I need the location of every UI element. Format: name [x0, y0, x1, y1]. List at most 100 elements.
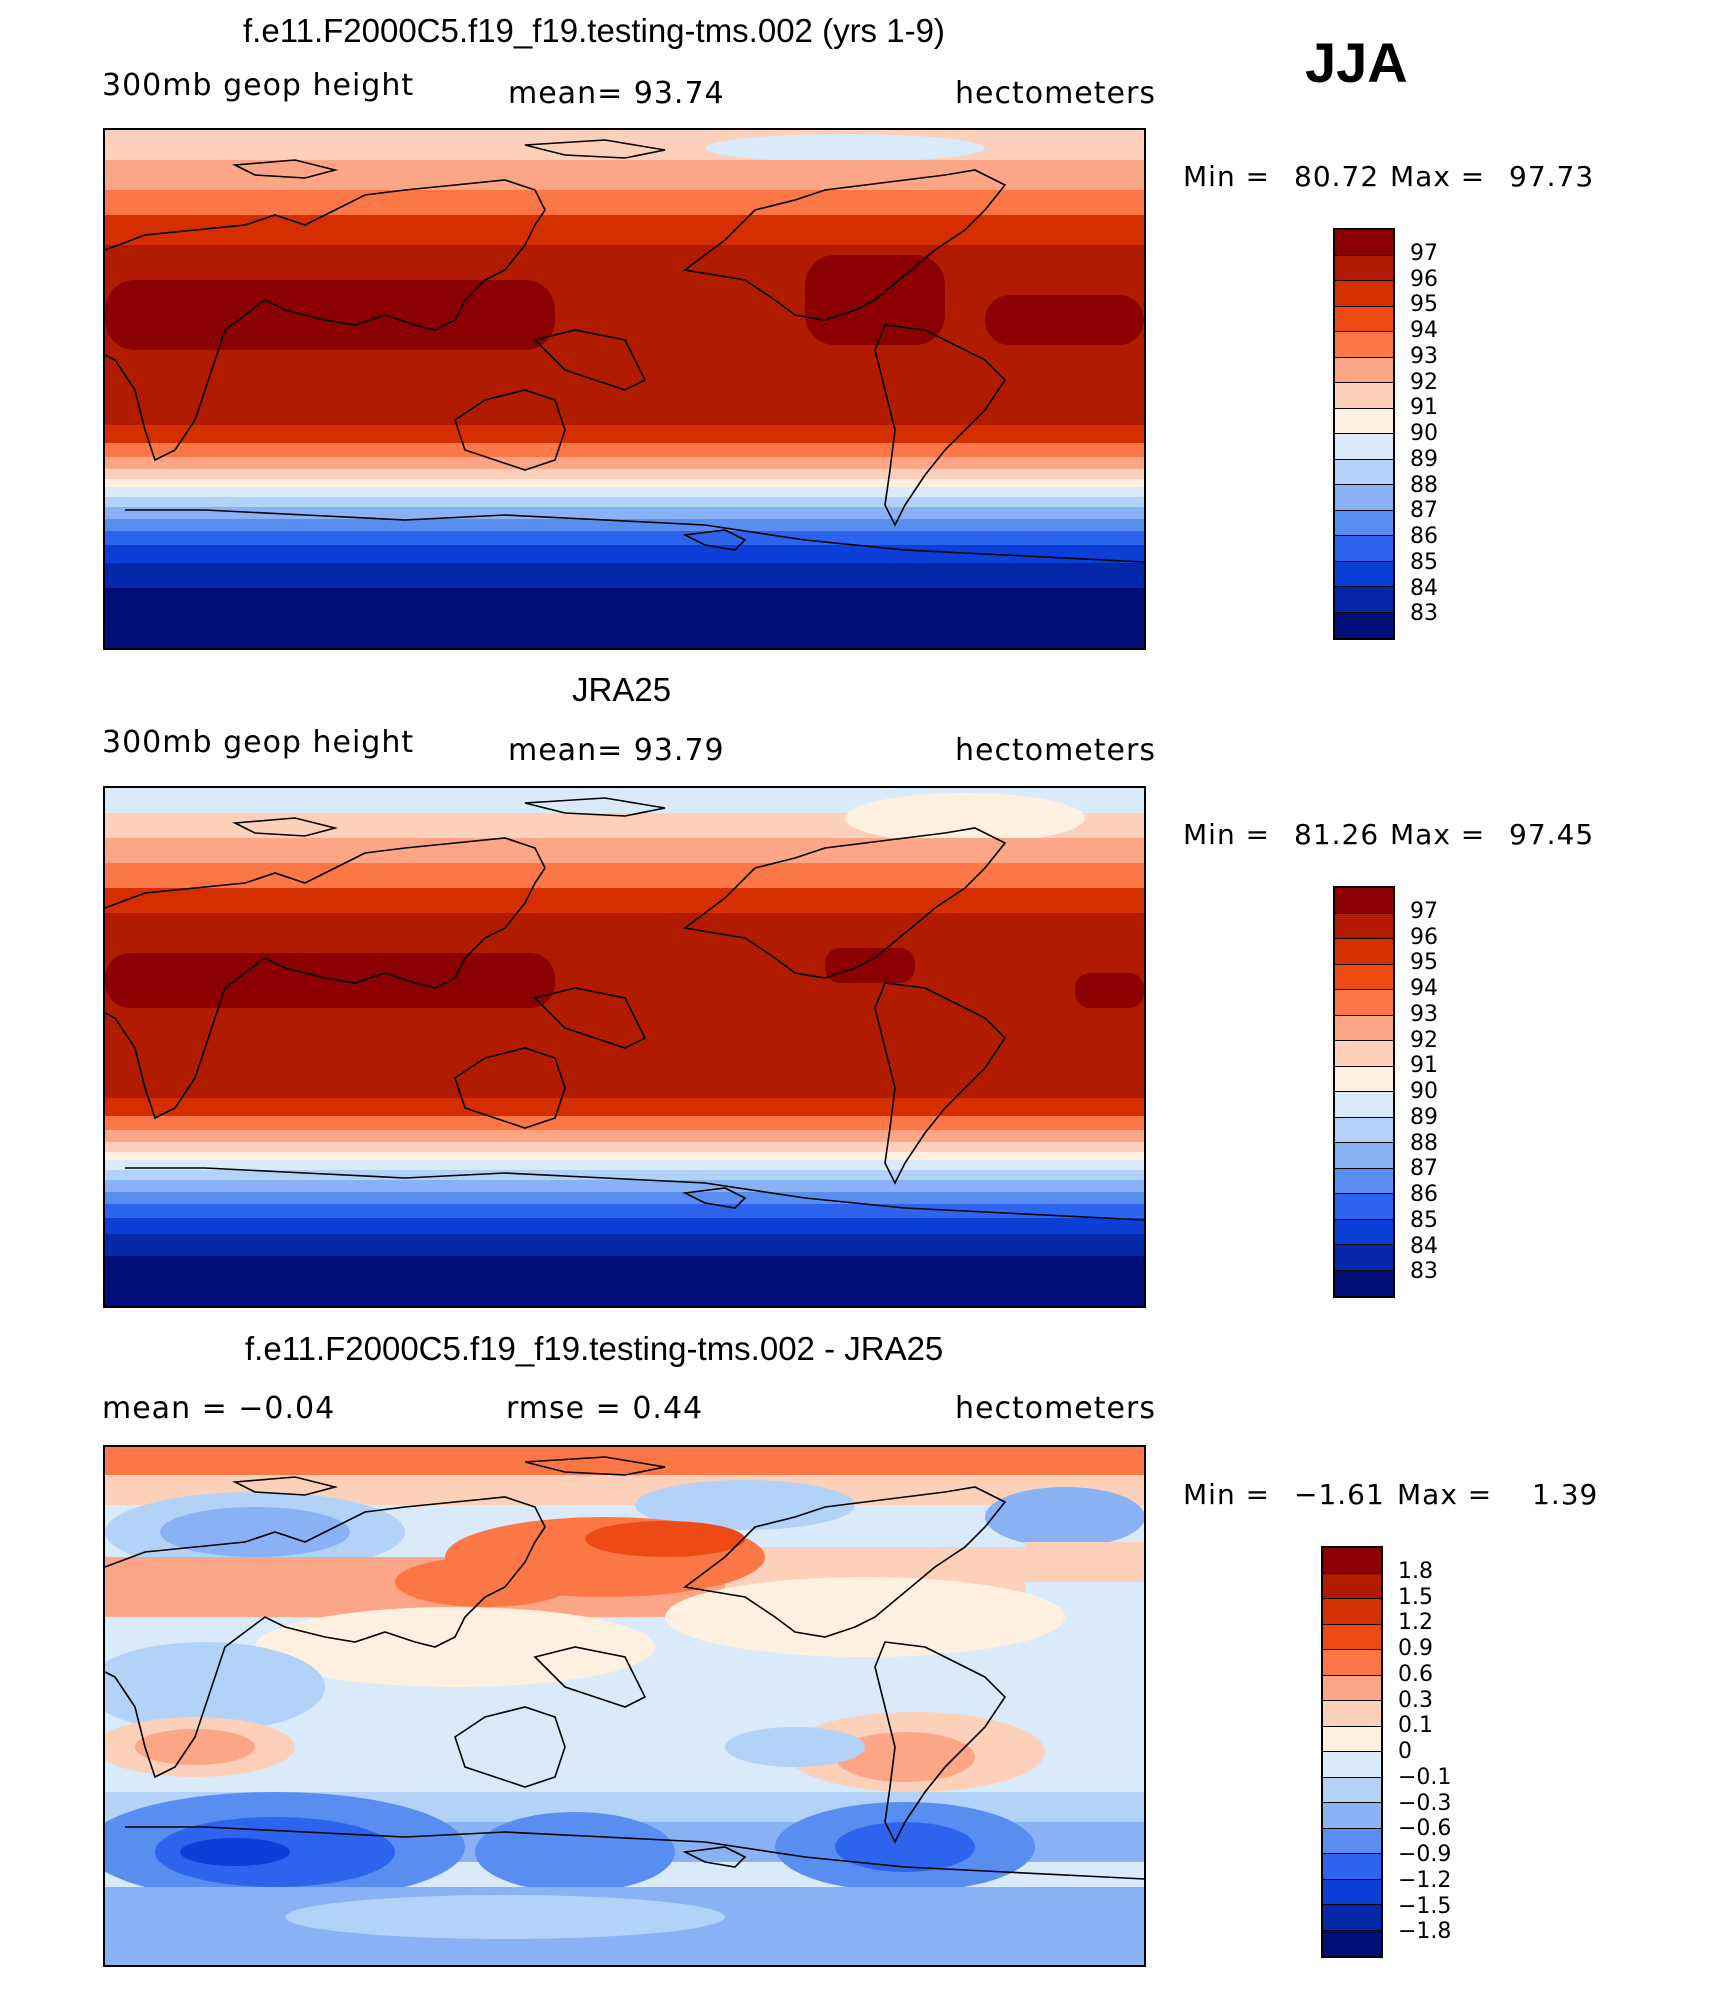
panel-2-mean-label: mean= 93.79: [508, 733, 725, 768]
colorbar-swatch: [1335, 1194, 1393, 1220]
panel-3-min-value: −1.61: [1294, 1478, 1385, 1511]
panel-1-title: f.e11.F2000C5.f19_f19.testing-tms.002 (y…: [243, 12, 945, 49]
panel-2-max-value: 97.45: [1509, 818, 1595, 851]
colorbar-label: 0.6: [1398, 1661, 1433, 1687]
colorbar-label: 94: [1410, 318, 1438, 343]
colorbar-swatch: [1335, 255, 1393, 281]
colorbar-swatch: [1335, 1168, 1393, 1194]
season-label: JJA: [1305, 31, 1408, 94]
colorbar-label: 91: [1410, 1053, 1438, 1079]
colorbar-swatch: [1323, 1675, 1381, 1701]
colorbar-label: −0.6: [1398, 1816, 1452, 1842]
colorbar-label: 86: [1410, 524, 1438, 549]
colorbar-swatch: [1323, 1777, 1381, 1803]
colorbar-swatch: [1335, 612, 1393, 638]
panel-3-title: f.e11.F2000C5.f19_f19.testing-tms.002 - …: [245, 1330, 944, 1367]
colorbar-swatch: [1323, 1905, 1381, 1931]
panel-1-min-value: 80.72: [1294, 160, 1380, 193]
colorbar-label: −1.2: [1398, 1867, 1452, 1893]
panel-1-max-label: Max =: [1390, 160, 1486, 193]
colorbar-label: 84: [1410, 575, 1438, 601]
panel-2-units-label: hectometers: [955, 733, 1156, 768]
panel-2-variable-label: 300mb geop height: [102, 725, 415, 760]
colorbar-swatch: [1323, 1854, 1381, 1880]
colorbar-label: 91: [1410, 395, 1438, 421]
panel-3-colorbar: [1321, 1546, 1383, 1958]
panel-2-title: JRA25: [572, 671, 672, 708]
colorbar-label: 0: [1398, 1739, 1412, 1764]
colorbar-label: 97: [1410, 240, 1438, 266]
colorbar-swatch: [1335, 408, 1393, 434]
colorbar-swatch: [1335, 485, 1393, 511]
colorbar-swatch: [1335, 459, 1393, 485]
colorbar-swatch: [1335, 1015, 1393, 1041]
colorbar-label: 96: [1410, 266, 1438, 292]
panel-3-max-value: 1.39: [1532, 1478, 1599, 1511]
colorbar-swatch: [1323, 1930, 1381, 1956]
colorbar-label: 1.5: [1398, 1584, 1433, 1610]
colorbar-label: 97: [1410, 898, 1438, 924]
colorbar-label: 83: [1410, 1259, 1438, 1285]
colorbar-label: 93: [1410, 1001, 1438, 1027]
colorbar-label: 85: [1410, 549, 1438, 575]
colorbar-label: 87: [1410, 1156, 1438, 1182]
colorbar-swatch: [1335, 281, 1393, 307]
panel-3-rmse-label: rmse = 0.44: [506, 1391, 704, 1426]
colorbar-label: 83: [1410, 601, 1438, 627]
colorbar-swatch: [1323, 1828, 1381, 1854]
colorbar-label: 0.9: [1398, 1636, 1433, 1661]
colorbar-swatch: [1323, 1650, 1381, 1676]
colorbar-label: 0.3: [1398, 1687, 1433, 1713]
colorbar-swatch: [1323, 1573, 1381, 1599]
colorbar-label: 89: [1410, 1104, 1438, 1130]
colorbar-swatch: [1335, 357, 1393, 383]
panel-1-units-label: hectometers: [955, 76, 1156, 111]
panel-2-min-value: 81.26: [1294, 818, 1380, 851]
colorbar-swatch: [1335, 332, 1393, 358]
panel-3-max-label: Max =: [1397, 1478, 1493, 1511]
colorbar-label: 1.2: [1398, 1610, 1433, 1636]
colorbar-swatch: [1335, 990, 1393, 1016]
colorbar-swatch: [1335, 561, 1393, 587]
panel-1-min-label: Min =: [1183, 160, 1271, 193]
panel-3-min-label: Min =: [1183, 1478, 1271, 1511]
colorbar-swatch: [1323, 1752, 1381, 1778]
colorbar-label: 88: [1410, 472, 1438, 498]
colorbar-swatch: [1335, 1092, 1393, 1118]
colorbar-label: 89: [1410, 446, 1438, 472]
colorbar-label: 87: [1410, 498, 1438, 524]
panel-2-map: [103, 786, 1146, 1308]
colorbar-swatch: [1335, 1066, 1393, 1092]
panel-2-max-label: Max =: [1390, 818, 1486, 851]
colorbar-label: −1.5: [1398, 1893, 1452, 1919]
colorbar-label: 96: [1410, 924, 1438, 950]
colorbar-swatch: [1335, 383, 1393, 409]
panel-1-max-value: 97.73: [1509, 160, 1595, 193]
colorbar-swatch: [1323, 1803, 1381, 1829]
colorbar-label: 84: [1410, 1233, 1438, 1259]
panel-1-variable-label: 300mb geop height: [102, 68, 415, 103]
colorbar-label: 90: [1410, 1079, 1438, 1104]
colorbar-swatch: [1335, 1270, 1393, 1296]
panel-1-colorbar: [1333, 228, 1395, 640]
colorbar-label: 95: [1410, 292, 1438, 318]
panel-3-mean-label: mean = −0.04: [102, 1391, 336, 1426]
colorbar-swatch: [1335, 1041, 1393, 1067]
colorbar-label: −0.9: [1398, 1842, 1452, 1867]
colorbar-swatch: [1335, 510, 1393, 536]
panel-3-units-label: hectometers: [955, 1391, 1156, 1426]
colorbar-swatch: [1335, 1219, 1393, 1245]
colorbar-label: 92: [1410, 369, 1438, 395]
colorbar-label: −1.8: [1398, 1919, 1452, 1945]
colorbar-swatch: [1323, 1701, 1381, 1727]
colorbar-label: 94: [1410, 976, 1438, 1001]
colorbar-swatch: [1335, 1143, 1393, 1169]
colorbar-swatch: [1323, 1548, 1381, 1574]
colorbar-swatch: [1335, 888, 1393, 914]
colorbar-swatch: [1335, 1117, 1393, 1143]
panel-2-min-label: Min =: [1183, 818, 1271, 851]
colorbar-swatch: [1323, 1624, 1381, 1650]
colorbar-swatch: [1335, 306, 1393, 332]
colorbar-swatch: [1335, 230, 1393, 256]
panel-2-colorbar: [1333, 886, 1395, 1298]
